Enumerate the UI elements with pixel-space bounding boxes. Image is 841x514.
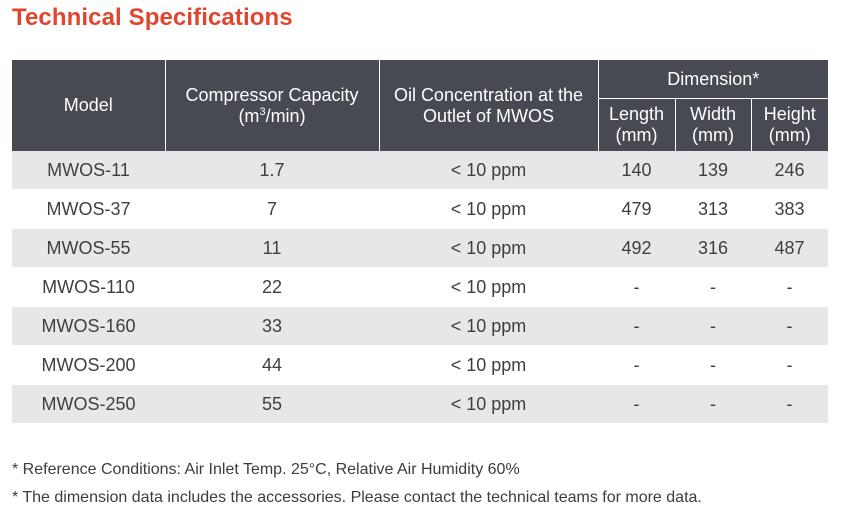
header-oil-label: Oil Concentration at the Outlet of MWOS	[393, 84, 584, 126]
cell-model: MWOS-55	[12, 228, 165, 268]
cell-model: MWOS-37	[12, 189, 165, 229]
cell-model: MWOS-200	[12, 345, 165, 385]
table-row: MWOS-250 55 < 10 ppm - - -	[12, 384, 829, 424]
cell-height: 383	[751, 189, 829, 229]
cell-width: -	[675, 267, 751, 307]
cell-length: 140	[598, 151, 675, 190]
cell-length: 492	[598, 228, 675, 268]
cell-width: -	[675, 345, 751, 385]
footnotes: * Reference Conditions: Air Inlet Temp. …	[12, 456, 702, 512]
cell-height: 487	[751, 228, 829, 268]
header-compressor-capacity: Compressor Capacity (m3/min)	[165, 60, 380, 151]
cell-oil: < 10 ppm	[379, 189, 598, 229]
table-row: MWOS-160 33 < 10 ppm - - -	[12, 306, 829, 346]
cell-height: 246	[751, 151, 829, 190]
page-title: Technical Specifications	[12, 4, 293, 31]
cell-capacity: 44	[165, 345, 379, 385]
table-row: MWOS-200 44 < 10 ppm - - -	[12, 345, 829, 385]
table-row: MWOS-110 22 < 10 ppm - - -	[12, 267, 829, 307]
cell-length: 479	[598, 189, 675, 229]
cell-length: -	[598, 306, 675, 346]
cell-capacity: 22	[165, 267, 379, 307]
cell-oil: < 10 ppm	[379, 267, 598, 307]
cell-capacity: 33	[165, 306, 379, 346]
cell-height: -	[751, 267, 829, 307]
cell-height: -	[751, 384, 829, 424]
header-height-label: Height (mm)	[763, 104, 816, 145]
cell-capacity: 55	[165, 384, 379, 424]
header-capacity-unit-sup: 3	[259, 105, 266, 118]
header-width: Width (mm)	[675, 98, 752, 151]
header-capacity-label: Compressor Capacity	[185, 84, 359, 105]
table-header: Model Compressor Capacity (m3/min) Oil C…	[12, 60, 829, 151]
cell-oil: < 10 ppm	[379, 228, 598, 268]
table-body: MWOS-11 1.7 < 10 ppm 140 139 246 MWOS-37…	[12, 151, 829, 424]
cell-oil: < 10 ppm	[379, 384, 598, 424]
cell-oil: < 10 ppm	[379, 345, 598, 385]
table-row: MWOS-37 7 < 10 ppm 479 313 383	[12, 189, 829, 229]
cell-oil: < 10 ppm	[379, 151, 598, 190]
cell-capacity: 11	[165, 228, 379, 268]
table-row: MWOS-55 11 < 10 ppm 492 316 487	[12, 228, 829, 268]
cell-width: 139	[675, 151, 751, 190]
cell-model: MWOS-160	[12, 306, 165, 346]
cell-model: MWOS-250	[12, 384, 165, 424]
header-model: Model	[12, 60, 166, 151]
footnote-dimension-data: * The dimension data includes the access…	[12, 489, 702, 506]
header-oil-concentration: Oil Concentration at the Outlet of MWOS	[379, 60, 599, 151]
header-capacity-unit-prefix: (m	[238, 105, 260, 126]
cell-width: 313	[675, 189, 751, 229]
cell-length: -	[598, 384, 675, 424]
header-width-label: Width (mm)	[689, 104, 736, 145]
cell-capacity: 7	[165, 189, 379, 229]
header-length-label: Length (mm)	[608, 104, 665, 145]
cell-width: 316	[675, 228, 751, 268]
cell-oil: < 10 ppm	[379, 306, 598, 346]
cell-width: -	[675, 384, 751, 424]
header-length: Length (mm)	[598, 98, 676, 151]
cell-width: -	[675, 306, 751, 346]
cell-height: -	[751, 345, 829, 385]
cell-height: -	[751, 306, 829, 346]
cell-model: MWOS-11	[12, 151, 165, 190]
cell-model: MWOS-110	[12, 267, 165, 307]
cell-length: -	[598, 345, 675, 385]
cell-capacity: 1.7	[165, 151, 379, 190]
cell-length: -	[598, 267, 675, 307]
specifications-table: Model Compressor Capacity (m3/min) Oil C…	[12, 60, 829, 424]
header-dimension: Dimension*	[598, 60, 829, 99]
header-capacity-unit-suffix: /min)	[265, 105, 306, 126]
table-row: MWOS-11 1.7 < 10 ppm 140 139 246	[12, 151, 829, 190]
header-height: Height (mm)	[751, 98, 829, 151]
footnote-reference-conditions: * Reference Conditions: Air Inlet Temp. …	[12, 461, 520, 478]
